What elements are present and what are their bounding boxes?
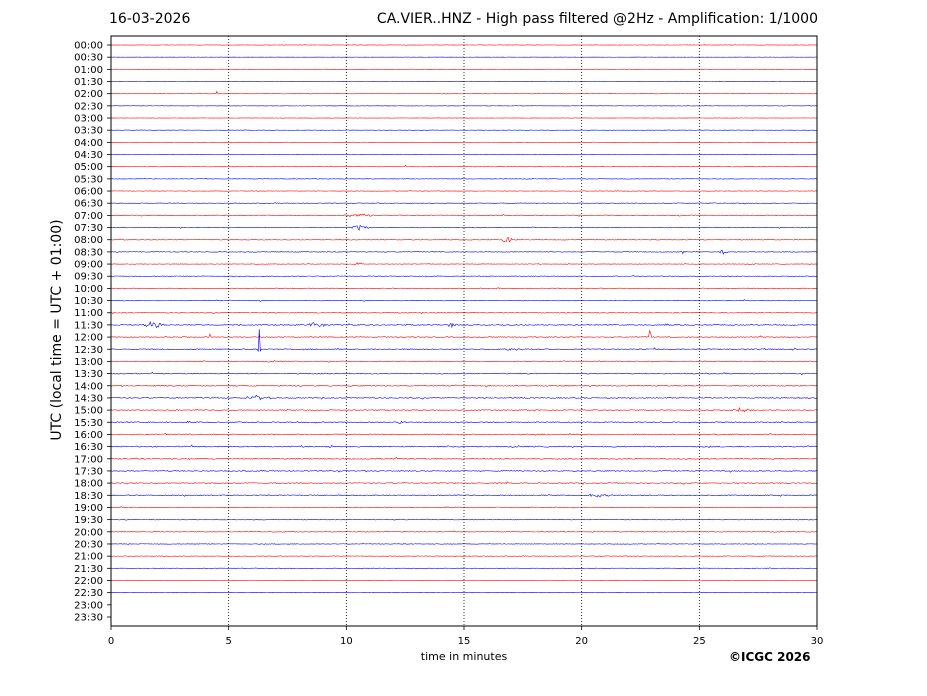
- y-tick-label: 08:30: [74, 247, 103, 258]
- y-tick-label: 20:30: [74, 539, 103, 550]
- trace-row-0630: [110, 202, 818, 205]
- trace-row-1730: [110, 469, 818, 473]
- y-tick-label: 10:00: [74, 284, 103, 295]
- y-tick-label: 15:00: [74, 406, 103, 417]
- trace-row-0530: [110, 177, 818, 180]
- y-tick-label: 13:30: [74, 369, 103, 380]
- y-tick-label: 09:30: [74, 272, 103, 283]
- y-tick-label: 14:30: [74, 393, 103, 404]
- trace-row-1530: [110, 420, 818, 425]
- y-tick-label: 00:30: [74, 53, 103, 64]
- y-tick-label: 22:00: [74, 576, 103, 587]
- trace-row-1630: [110, 444, 818, 449]
- y-tick-label: 12:30: [74, 345, 103, 356]
- trace-row-2200: [110, 579, 818, 582]
- y-tick-label: 07:00: [74, 211, 103, 222]
- y-tick-label: 06:30: [74, 199, 103, 210]
- trace-row-0330: [110, 129, 818, 132]
- trace-row-1700: [110, 456, 818, 461]
- y-tick-label: 01:30: [74, 77, 103, 88]
- y-tick-label: 17:30: [74, 466, 103, 477]
- trace-row-2130: [110, 567, 818, 570]
- y-tick-label: 23:30: [74, 612, 103, 623]
- x-tick-label: 30: [811, 636, 824, 647]
- y-tick-label: 03:30: [74, 126, 103, 137]
- y-tick-label: 00:00: [74, 41, 103, 52]
- y-tick-label: 18:30: [74, 491, 103, 502]
- y-tick-label: 17:00: [74, 454, 103, 465]
- y-tick-label: 21:30: [74, 564, 103, 575]
- x-tick-label: 20: [575, 636, 588, 647]
- y-tick-label: 12:00: [74, 333, 103, 344]
- y-tick-label: 11:00: [74, 308, 103, 319]
- trace-row-1430: [110, 394, 818, 401]
- x-axis-label: time in minutes: [420, 650, 508, 663]
- y-tick-label: 07:30: [74, 223, 103, 234]
- trace-row-1400: [110, 384, 818, 388]
- trace-row-0800: [110, 237, 818, 243]
- y-tick-label: 08:00: [74, 235, 103, 246]
- y-tick-label: 20:00: [74, 527, 103, 538]
- y-tick-label: 04:00: [74, 138, 103, 149]
- x-tick-label: 15: [458, 636, 471, 647]
- y-tick-label: 14:00: [74, 381, 103, 392]
- y-axis-label: UTC (local time = UTC + 01:00): [49, 219, 65, 441]
- trace-row-1330: [110, 371, 818, 376]
- chart-title: CA.VIER..HNZ - High pass filtered @2Hz -…: [376, 11, 818, 27]
- x-tick-label: 5: [225, 636, 231, 647]
- date-label: 16-03-2026: [109, 11, 191, 27]
- y-tick-label: 05:30: [74, 174, 103, 185]
- y-tick-label: 21:00: [74, 552, 103, 563]
- y-tick-label: 04:30: [74, 150, 103, 161]
- y-tick-label: 22:30: [74, 588, 103, 599]
- trace-row-1600: [110, 432, 818, 436]
- trace-row-0730: [110, 224, 818, 231]
- trace-row-0600: [110, 190, 818, 192]
- y-tick-label: 05:00: [74, 162, 103, 173]
- y-tick-label: 02:00: [74, 89, 103, 100]
- y-tick-label: 09:00: [74, 260, 103, 271]
- copyright-notice: ©ICGC 2026: [729, 650, 811, 664]
- y-tick-label: 16:00: [74, 430, 103, 441]
- y-tick-label: 15:30: [74, 418, 103, 429]
- y-tick-label: 16:30: [74, 442, 103, 453]
- y-tick-label: 02:30: [74, 101, 103, 112]
- y-tick-label: 01:00: [74, 65, 103, 76]
- y-tick-label: 06:00: [74, 187, 103, 198]
- trace-row-0500: [110, 164, 818, 168]
- y-tick-label: 11:30: [74, 320, 103, 331]
- y-tick-label: 19:00: [74, 503, 103, 514]
- y-tick-label: 18:00: [74, 479, 103, 490]
- trace-row-1300: [110, 360, 818, 363]
- trace-row-1230: [110, 329, 818, 353]
- y-tick-label: 13:00: [74, 357, 103, 368]
- y-tick-label: 03:00: [74, 114, 103, 125]
- trace-row-0700: [110, 213, 818, 217]
- x-tick-label: 0: [108, 636, 114, 647]
- trace-row-0400: [110, 141, 818, 144]
- trace-row-2100: [110, 555, 818, 558]
- trace-row-1500: [110, 407, 818, 413]
- y-tick-label: 10:30: [74, 296, 103, 307]
- x-tick-label: 25: [693, 636, 706, 647]
- y-tick-label: 23:00: [74, 600, 103, 611]
- x-tick-label: 10: [340, 636, 353, 647]
- y-tick-label: 19:30: [74, 515, 103, 526]
